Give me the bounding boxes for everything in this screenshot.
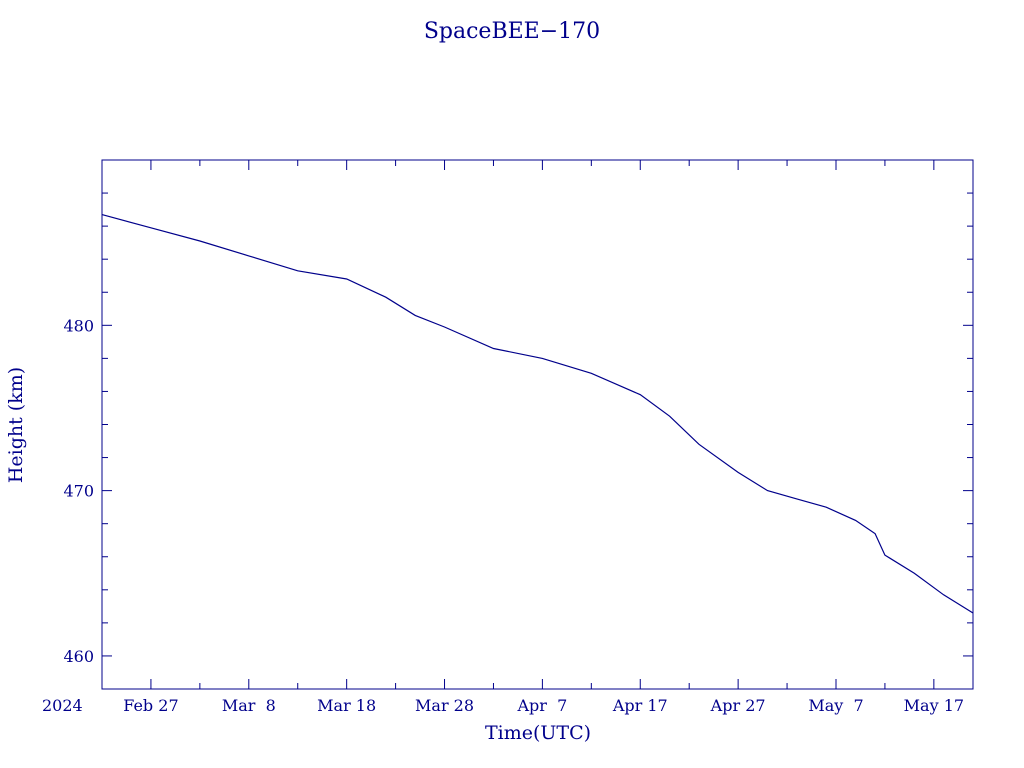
y-axis: 460 470 480 bbox=[63, 159, 973, 690]
x-tick-label: Apr 17 bbox=[612, 696, 668, 715]
x-tick-label: Apr 7 bbox=[516, 696, 567, 715]
x-tick-label: Mar 18 bbox=[317, 696, 376, 715]
chart-title: SpaceBEE−170 bbox=[424, 19, 600, 44]
x-axis: Feb 27 Mar 8 Mar 18 Mar 28 Apr 7 Apr 17 Apr 27… bbox=[101, 160, 964, 715]
y-axis-label: Height (km) bbox=[5, 367, 27, 483]
x-tick-label: Mar 28 bbox=[415, 696, 474, 715]
x-axis-label: Time(UTC) bbox=[485, 722, 591, 744]
x-tick-label: Apr 27 bbox=[710, 696, 766, 715]
x-axis-year-label: 2024 bbox=[42, 696, 83, 715]
plot-frame bbox=[101, 159, 974, 690]
x-tick-label: Feb 27 bbox=[123, 696, 178, 715]
y-tick-label: 480 bbox=[63, 316, 94, 335]
height-series-line bbox=[101, 214, 974, 614]
x-tick-label: Mar 8 bbox=[222, 696, 276, 715]
x-tick-label: May 17 bbox=[904, 696, 964, 715]
y-tick-label: 460 bbox=[63, 647, 94, 666]
y-tick-label: 470 bbox=[63, 482, 94, 501]
x-tick-label: May 7 bbox=[808, 696, 863, 715]
